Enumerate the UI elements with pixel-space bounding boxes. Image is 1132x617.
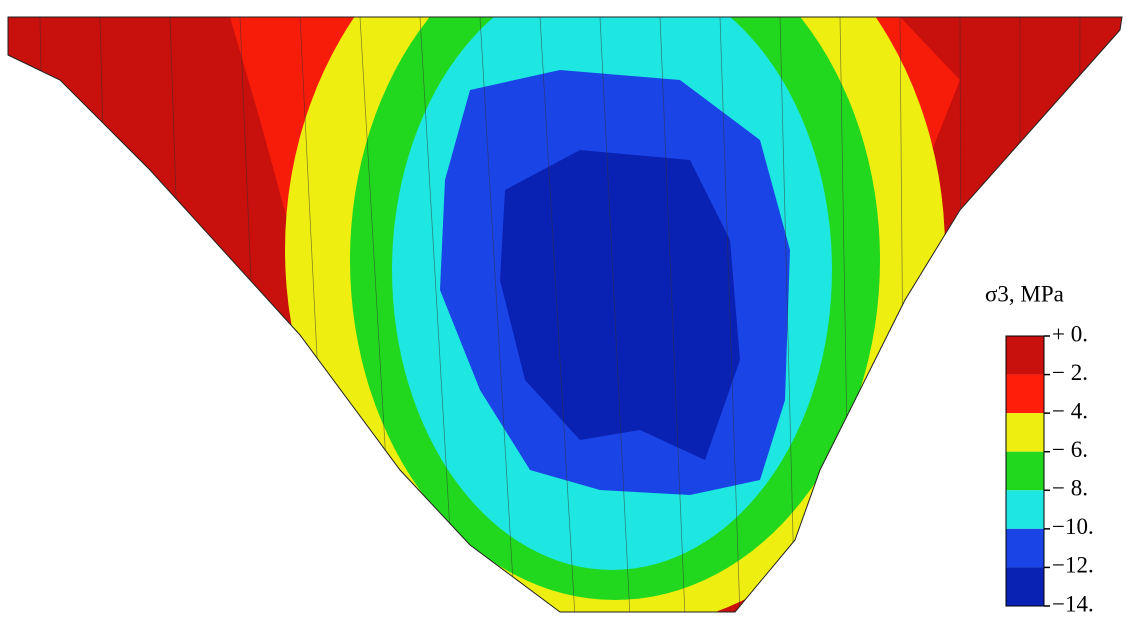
legend-swatch: [1006, 490, 1044, 529]
legend-swatch: [1006, 413, 1044, 452]
legend-label: −12.: [1052, 553, 1094, 578]
legend-swatch: [1006, 567, 1044, 606]
legend-label: − 4.: [1052, 398, 1088, 423]
legend-frame: [1005, 335, 1045, 607]
legend-label: −14.: [1052, 591, 1094, 616]
legend-label: − 8.: [1052, 476, 1088, 501]
legend-swatch: [1006, 451, 1044, 491]
legend-label: − 2.: [1052, 360, 1088, 385]
legend-label: −10.: [1052, 514, 1094, 539]
legend-label: − 6.: [1052, 437, 1088, 462]
legend-swatch: [1006, 336, 1044, 375]
legend: + 0. − 2. − 4. − 6. − 8. −10. −12. −14.: [1005, 321, 1094, 616]
dam-outline: [7, 16, 1123, 613]
legend-swatch: [1006, 374, 1044, 414]
legend-swatch: [1006, 528, 1044, 568]
legend-title: σ3, MPa: [985, 281, 1064, 306]
legend-label: + 0.: [1052, 321, 1088, 346]
